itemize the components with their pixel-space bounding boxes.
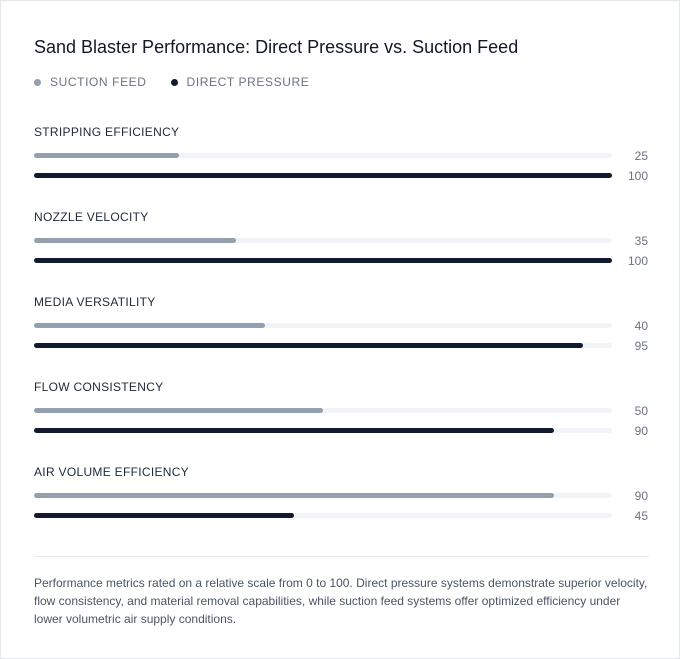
bar-track-suction-feed-air-volume-efficiency	[34, 493, 612, 498]
value-label-suction-feed-stripping-efficiency: 25	[634, 149, 648, 163]
legend-label-suction-feed: SUCTION FEED	[50, 75, 147, 89]
metric-label-media-versatility: MEDIA VERSATILITY	[34, 295, 156, 309]
bar-suction-feed-media-versatility	[34, 323, 266, 328]
value-label-direct-pressure-flow-consistency: 90	[634, 424, 648, 438]
footnote: Performance metrics rated on a relative …	[34, 576, 648, 626]
legend-dot-suction-feed	[34, 78, 41, 86]
metric-label-stripping-efficiency: STRIPPING EFFICIENCY	[34, 125, 180, 139]
legend-item-suction-feed: SUCTION FEED	[34, 75, 147, 89]
legend: SUCTION FEED DIRECT PRESSURE	[34, 75, 333, 89]
bar-track-suction-feed-media-versatility	[34, 323, 612, 328]
value-label-direct-pressure-media-versatility: 95	[634, 339, 648, 353]
bar-chart: STRIPPING EFFICIENCY 25 100 NOZZLE VELOCITY…	[34, 1, 649, 541]
bar-direct-pressure-media-versatility	[34, 343, 584, 348]
bar-track-suction-feed-stripping-efficiency	[34, 153, 612, 158]
metric-label-air-volume-efficiency: AIR VOLUME EFFICIENCY	[34, 465, 189, 479]
metric-label-nozzle-velocity: NOZZLE VELOCITY	[34, 210, 149, 224]
bar-suction-feed-nozzle-velocity	[34, 238, 237, 243]
bar-track-direct-pressure-flow-consistency	[34, 428, 612, 433]
bar-direct-pressure-nozzle-velocity	[34, 258, 612, 263]
bar-track-direct-pressure-nozzle-velocity	[34, 258, 612, 263]
value-label-suction-feed-nozzle-velocity: 35	[634, 234, 648, 248]
divider	[34, 556, 649, 557]
value-label-suction-feed-flow-consistency: 50	[634, 404, 648, 418]
metric-label-flow-consistency: FLOW CONSISTENCY	[34, 380, 164, 394]
value-label-suction-feed-air-volume-efficiency: 90	[634, 489, 648, 503]
value-label-direct-pressure-air-volume-efficiency: 45	[634, 509, 648, 523]
bar-track-suction-feed-nozzle-velocity	[34, 238, 612, 243]
value-label-direct-pressure-stripping-efficiency: 100	[627, 169, 648, 183]
value-label-direct-pressure-nozzle-velocity: 100	[627, 254, 648, 268]
bar-suction-feed-flow-consistency	[34, 408, 323, 413]
bar-suction-feed-air-volume-efficiency	[34, 493, 555, 498]
bar-suction-feed-stripping-efficiency	[34, 153, 179, 158]
bar-direct-pressure-flow-consistency	[34, 428, 555, 433]
chart-title: Sand Blaster Performance: Direct Pressur…	[34, 37, 519, 57]
bar-track-direct-pressure-media-versatility	[34, 343, 612, 348]
bar-track-suction-feed-flow-consistency	[34, 408, 612, 413]
bar-track-direct-pressure-stripping-efficiency	[34, 173, 612, 178]
bar-track-direct-pressure-air-volume-efficiency	[34, 513, 612, 518]
value-label-suction-feed-media-versatility: 40	[634, 319, 648, 333]
legend-item-direct-pressure: DIRECT PRESSURE	[170, 75, 310, 89]
bar-direct-pressure-stripping-efficiency	[34, 173, 612, 178]
legend-label-direct-pressure: DIRECT PRESSURE	[186, 75, 310, 89]
legend-dot-direct-pressure	[170, 78, 178, 86]
bar-direct-pressure-air-volume-efficiency	[34, 513, 295, 518]
